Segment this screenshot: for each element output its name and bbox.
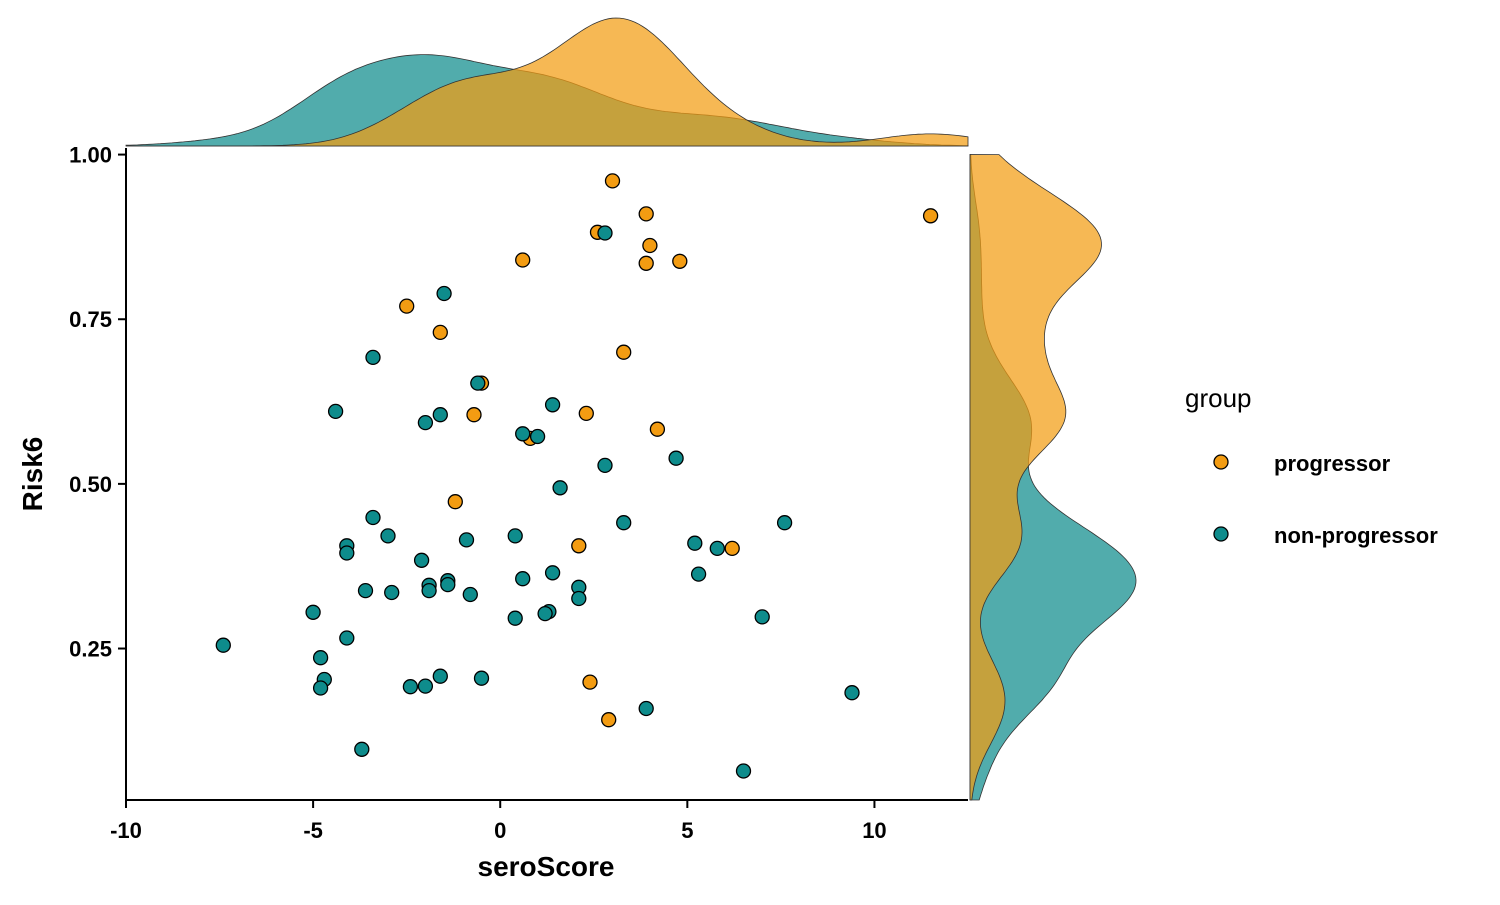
- scatter-points: [215, 173, 939, 779]
- top-density-progressor: [126, 17, 969, 147]
- point-progressor-12: [578, 405, 594, 422]
- point-non-progressor-44: [432, 668, 448, 684]
- point-progressor-1: [638, 206, 654, 222]
- y-tick-label: 0.50: [69, 472, 112, 497]
- point-non-progressor-5: [327, 403, 344, 420]
- point-non-progressor-10: [668, 450, 684, 466]
- point-non-progressor-42: [215, 637, 231, 653]
- point-non-progressor-32: [357, 582, 374, 599]
- point-progressor-14: [649, 421, 666, 437]
- point-non-progressor-31: [421, 582, 437, 599]
- point-non-progressor-40: [507, 610, 523, 626]
- point-non-progressor-9: [529, 428, 546, 445]
- point-non-progressor-23: [413, 552, 430, 568]
- top-marginal-density: [125, 17, 969, 147]
- x-tick-label: 5: [681, 818, 693, 843]
- y-tick-label: 0.25: [69, 637, 112, 662]
- point-progressor-18: [724, 540, 740, 557]
- point-non-progressor-6: [432, 407, 448, 423]
- x-tick-label: -10: [110, 818, 142, 843]
- point-non-progressor-8: [515, 426, 531, 442]
- point-non-progressor-45: [473, 670, 490, 686]
- point-non-progressor-11: [597, 457, 613, 474]
- point-non-progressor-37: [305, 604, 321, 620]
- point-non-progressor-19: [687, 535, 703, 551]
- point-non-progressor-1: [436, 285, 452, 302]
- point-non-progressor-52: [354, 741, 370, 757]
- point-non-progressor-33: [384, 584, 400, 601]
- x-tick-label: 10: [862, 818, 886, 843]
- point-non-progressor-43: [312, 650, 329, 666]
- point-non-progressor-25: [690, 566, 707, 582]
- point-non-progressor-50: [844, 685, 860, 701]
- point-progressor-0: [604, 173, 621, 189]
- point-non-progressor-38: [537, 605, 553, 622]
- point-non-progressor-49: [312, 680, 329, 696]
- point-non-progressor-53: [735, 763, 752, 779]
- point-non-progressor-41: [339, 630, 355, 646]
- point-non-progressor-34: [462, 586, 478, 603]
- point-non-progressor-3: [470, 375, 486, 391]
- point-progressor-6: [672, 253, 688, 269]
- right-density-progressor: [969, 154, 1102, 801]
- point-non-progressor-35: [571, 590, 587, 607]
- plot-panel: [126, 148, 968, 800]
- y-tick-label: 0.75: [69, 307, 112, 332]
- y-axis-title: Risk6: [17, 437, 48, 512]
- legend-label-progressor: progressor: [1274, 451, 1391, 476]
- point-non-progressor-28: [440, 576, 456, 593]
- legend-key-progressor: [1213, 454, 1229, 470]
- point-non-progressor-16: [380, 528, 396, 544]
- point-non-progressor-22: [339, 545, 355, 561]
- point-non-progressor-2: [365, 349, 381, 366]
- point-progressor-10: [616, 344, 632, 360]
- point-progressor-5: [515, 252, 531, 268]
- point-progressor-13: [466, 407, 482, 423]
- point-non-progressor-7: [417, 414, 434, 431]
- legend-key-non-progressor: [1213, 526, 1229, 542]
- point-progressor-8: [399, 298, 415, 314]
- point-non-progressor-13: [365, 509, 381, 526]
- legend: group progressor non-progressor: [1185, 383, 1438, 548]
- x-tick-label: -5: [303, 818, 323, 843]
- point-progressor-7: [638, 255, 654, 271]
- point-non-progressor-12: [552, 480, 568, 496]
- point-non-progressor-18: [458, 532, 475, 548]
- legend-label-non-progressor: non-progressor: [1274, 523, 1438, 548]
- x-axis-ticks: -10 -5 0 5 10: [110, 800, 887, 843]
- right-marginal-density: [969, 154, 1137, 801]
- point-progressor-19: [582, 674, 598, 690]
- point-non-progressor-15: [616, 515, 632, 531]
- x-axis-title: seroScore: [478, 851, 615, 882]
- point-non-progressor-0: [597, 225, 613, 241]
- point-non-progressor-47: [402, 679, 419, 695]
- legend-title: group: [1185, 383, 1252, 413]
- point-non-progressor-24: [544, 565, 561, 581]
- point-non-progressor-14: [776, 515, 793, 531]
- point-progressor-9: [432, 324, 448, 341]
- point-progressor-17: [571, 538, 587, 554]
- x-tick-label: 0: [494, 818, 506, 843]
- point-non-progressor-26: [515, 571, 531, 587]
- point-non-progressor-4: [544, 397, 561, 413]
- axes: [125, 148, 968, 801]
- point-non-progressor-51: [638, 700, 654, 717]
- y-axis-ticks: 0.25 0.50 0.75 1.00: [69, 143, 126, 662]
- legend-entries: progressor non-progressor: [1213, 451, 1438, 548]
- point-non-progressor-21: [709, 540, 725, 557]
- point-progressor-16: [447, 494, 463, 510]
- point-non-progressor-17: [507, 528, 523, 544]
- y-tick-label: 1.00: [69, 143, 112, 168]
- point-progressor-20: [601, 712, 617, 728]
- point-progressor-2: [922, 208, 939, 224]
- point-non-progressor-48: [417, 678, 434, 694]
- point-non-progressor-39: [754, 609, 770, 625]
- point-progressor-4: [642, 237, 658, 254]
